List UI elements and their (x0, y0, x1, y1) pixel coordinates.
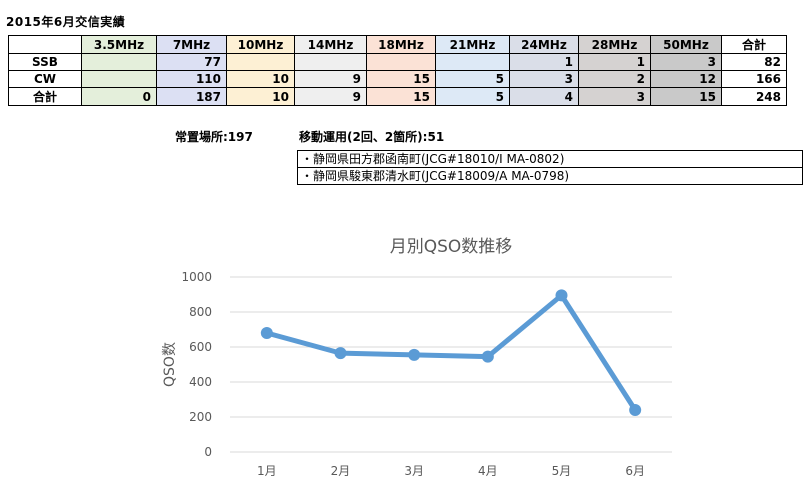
x-tick-label: 5月 (552, 464, 572, 478)
table-cell: 2 (578, 70, 651, 88)
table-row: SSB 77 1 1 3 82 (8, 53, 787, 71)
column-header: 14MHz (294, 35, 367, 54)
table-cell: 9 (294, 70, 367, 88)
x-tick-label: 1月 (257, 464, 277, 478)
location-list: ・静岡県田方郡函南町(JCG#18010/I MA-0802) ・静岡県駿東郡清… (297, 150, 803, 185)
column-header: 21MHz (435, 35, 510, 54)
qso-line-chart: 月別QSO数推移 0 200 400 600 800 1000 1月 2月 3月 4月 5月 6月 QSO… (162, 237, 672, 478)
column-header: 50MHz (650, 35, 722, 54)
table-row: CW 110 10 9 15 5 3 2 12 166 (8, 70, 787, 88)
table-row: 合計 0 187 10 9 15 5 4 3 15 248 (8, 87, 787, 106)
column-header: 18MHz (366, 35, 436, 54)
y-tick-label: 800 (189, 305, 212, 319)
table-cell (366, 53, 436, 71)
portable-operation-count: 移動運用(2回、2箇所):51 (299, 130, 445, 144)
row-label: SSB (8, 53, 82, 71)
data-point (629, 404, 642, 416)
table-cell: 82 (721, 53, 787, 71)
qso-band-table: 3.5MHz 7MHz 10MHz 14MHz 18MHz 21MHz 24MHz 28MHz… (8, 35, 787, 106)
table-corner-cell (8, 35, 82, 54)
data-point (555, 289, 568, 302)
table-cell: 5 (435, 87, 510, 106)
table-cell: 10 (226, 70, 295, 88)
table-cell: 15 (366, 87, 436, 106)
data-point (481, 350, 494, 363)
y-tick-label: 600 (189, 340, 212, 354)
series-line (264, 292, 638, 413)
column-header: 3.5MHz (81, 35, 157, 54)
chart-title: 月別QSO数推移 (390, 237, 513, 257)
table-cell: 12 (650, 70, 722, 88)
data-point (260, 327, 273, 339)
x-tick-label: 3月 (404, 464, 424, 478)
table-cell: 77 (156, 53, 227, 71)
x-tick-label: 4月 (478, 464, 498, 478)
table-cell: 15 (650, 87, 722, 106)
fixed-location-count: 常置場所:197 (175, 130, 253, 144)
x-tick-label: 6月 (625, 464, 645, 478)
table-cell: 0 (81, 87, 157, 106)
table-cell: 3 (509, 70, 579, 88)
table-cell: 15 (366, 70, 436, 88)
table-cell (81, 70, 157, 88)
table-cell: 1 (509, 53, 579, 71)
x-tick-label: 2月 (331, 464, 351, 478)
data-point (334, 347, 347, 360)
table-cell (435, 53, 510, 71)
column-header: 10MHz (226, 35, 295, 54)
column-header: 合計 (721, 35, 787, 54)
table-cell: 3 (650, 53, 722, 71)
y-tick-label: 400 (189, 375, 212, 389)
column-header: 28MHz (578, 35, 651, 54)
table-cell (81, 53, 157, 71)
row-label: 合計 (8, 87, 82, 106)
table-cell: 5 (435, 70, 510, 88)
table-cell: 187 (156, 87, 227, 106)
data-point (408, 348, 421, 361)
table-cell (226, 53, 295, 71)
location-item: ・静岡県駿東郡清水町(JCG#18009/A MA-0798) (298, 167, 802, 184)
column-header: 24MHz (509, 35, 579, 54)
table-cell: 10 (226, 87, 295, 106)
table-cell: 3 (578, 87, 651, 106)
location-item: ・静岡県田方郡函南町(JCG#18010/I MA-0802) (301, 152, 565, 166)
report-title: 2015年6月交信実績 (6, 15, 126, 29)
y-tick-label: 1000 (181, 270, 212, 284)
column-header: 7MHz (156, 35, 227, 54)
table-cell: 4 (509, 87, 579, 106)
table-cell: 166 (721, 70, 787, 88)
y-tick-label: 0 (204, 445, 212, 459)
table-cell (294, 53, 367, 71)
table-cell: 110 (156, 70, 227, 88)
y-axis-label: QSO数 (162, 342, 178, 387)
table-cell: 248 (721, 87, 787, 106)
row-label: CW (8, 70, 82, 88)
table-cell: 9 (294, 87, 367, 106)
y-tick-label: 200 (189, 410, 212, 424)
table-cell: 1 (578, 53, 651, 71)
